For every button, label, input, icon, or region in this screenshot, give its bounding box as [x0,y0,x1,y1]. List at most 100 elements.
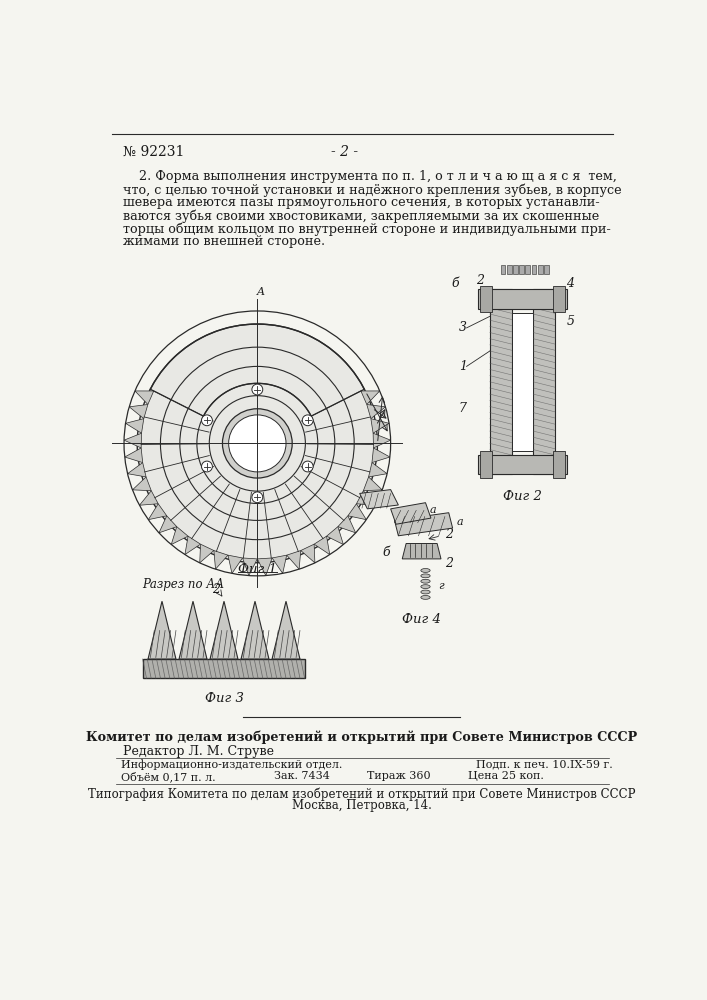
Bar [507,265,512,274]
Bar [532,265,537,274]
Circle shape [252,492,263,503]
Polygon shape [129,404,148,419]
Text: Типография Комитета по делам изобретений и открытий при Совете Министров СССР: Типография Комитета по делам изобретений… [88,788,636,801]
Polygon shape [257,558,272,576]
Polygon shape [159,516,177,533]
Text: Тираж 360: Тираж 360 [368,771,431,781]
Polygon shape [395,513,452,536]
Text: Москва, Петровка, 14.: Москва, Петровка, 14. [292,799,432,812]
Polygon shape [243,558,257,576]
Text: - 2 -: - 2 - [331,145,358,159]
Text: Фиг 1: Фиг 1 [238,563,276,576]
Polygon shape [127,463,146,477]
Polygon shape [148,601,176,659]
Text: Редактор Л. М. Струве: Редактор Л. М. Струве [123,745,274,758]
Text: торцы общим кольцом по внутренней стороне и индивидуальными при-: торцы общим кольцом по внутренней сторон… [123,222,611,236]
Text: № 92231: № 92231 [123,145,185,159]
Text: жимами по внешней стороне.: жимами по внешней стороне. [123,235,325,248]
Circle shape [137,324,378,563]
Text: шевера имеются пазы прямоугольного сечения, в которых устанавли-: шевера имеются пазы прямоугольного сечен… [123,196,600,209]
Polygon shape [368,463,387,477]
Bar [143,659,305,678]
Bar [480,286,492,312]
Bar [512,312,533,451]
Polygon shape [286,551,300,569]
Bar [519,265,524,274]
Bar [478,289,566,309]
Polygon shape [241,601,269,659]
Text: а: а [457,517,463,527]
Ellipse shape [421,579,430,583]
Polygon shape [200,544,214,563]
Polygon shape [132,477,151,491]
Polygon shape [361,391,380,404]
Text: Фиг 2: Фиг 2 [503,490,542,503]
Bar [501,265,506,274]
Polygon shape [124,433,141,448]
Polygon shape [373,433,390,448]
Polygon shape [300,544,315,563]
Text: Зак. 7434: Зак. 7434 [274,771,330,781]
Bar [553,286,565,312]
Bar [513,265,518,274]
Text: 3: 3 [459,321,467,334]
Bar [553,451,565,478]
Bar [544,265,549,274]
Text: б: б [451,277,459,290]
Bar [525,265,530,274]
Text: Разрез по АА: Разрез по АА [143,578,225,591]
Circle shape [201,461,212,472]
Circle shape [223,409,292,478]
Polygon shape [356,491,375,505]
Text: 7: 7 [459,402,467,415]
Polygon shape [272,555,286,573]
Polygon shape [148,504,167,520]
Polygon shape [391,503,431,524]
Polygon shape [185,536,201,555]
Text: 2: 2 [445,557,453,570]
Polygon shape [371,419,389,433]
Polygon shape [171,527,188,545]
Text: Объём 0,17 п. л.: Объём 0,17 п. л. [121,771,216,782]
Ellipse shape [421,569,430,572]
Polygon shape [124,448,143,463]
Text: ваются зубья своими хвостовиками, закрепляемыми за их скошенные: ваются зубья своими хвостовиками, закреп… [123,209,600,223]
Text: б: б [383,546,390,559]
Circle shape [303,415,313,426]
Bar [478,455,566,474]
Polygon shape [139,491,158,505]
Polygon shape [214,551,228,569]
Text: г: г [438,581,444,591]
Polygon shape [314,536,329,555]
Bar [538,265,542,274]
Polygon shape [372,448,390,463]
Bar [490,289,512,474]
Ellipse shape [421,574,430,578]
Text: 5: 5 [566,315,574,328]
Text: 2: 2 [445,528,453,541]
Circle shape [303,461,313,472]
Text: а: а [429,505,436,515]
Text: 4: 4 [566,277,574,290]
Circle shape [201,415,212,426]
Text: 2. Форма выполнения инструмента по п. 1, о т л и ч а ю щ а я с я  тем,: 2. Форма выполнения инструмента по п. 1,… [123,170,617,183]
Polygon shape [126,419,144,433]
Text: 2: 2 [212,583,221,596]
Text: что, с целью точной установки и надёжного крепления зубьев, в корпусе: что, с целью точной установки и надёжног… [123,183,622,197]
Polygon shape [135,391,153,404]
Bar [480,451,492,478]
Polygon shape [363,477,382,491]
Polygon shape [367,404,385,419]
Circle shape [252,384,263,395]
Text: Фиг 4: Фиг 4 [402,613,441,626]
Polygon shape [210,601,238,659]
Circle shape [228,415,286,472]
Polygon shape [272,601,300,659]
Text: A: A [257,287,265,297]
Polygon shape [327,527,344,545]
Ellipse shape [421,590,430,594]
Text: 1: 1 [459,360,467,373]
Ellipse shape [421,595,430,599]
Text: Цена 25 коп.: Цена 25 коп. [468,771,544,781]
Text: Информационно-издательский отдел.: Информационно-издательский отдел. [121,759,342,770]
